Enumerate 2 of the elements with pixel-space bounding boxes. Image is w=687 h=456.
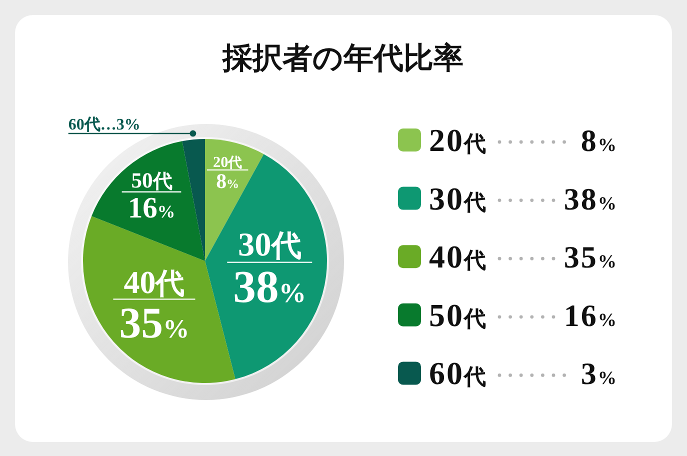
annotation: 60代…3% [68, 116, 140, 134]
title: 採択者の年代比率 [222, 42, 464, 75]
